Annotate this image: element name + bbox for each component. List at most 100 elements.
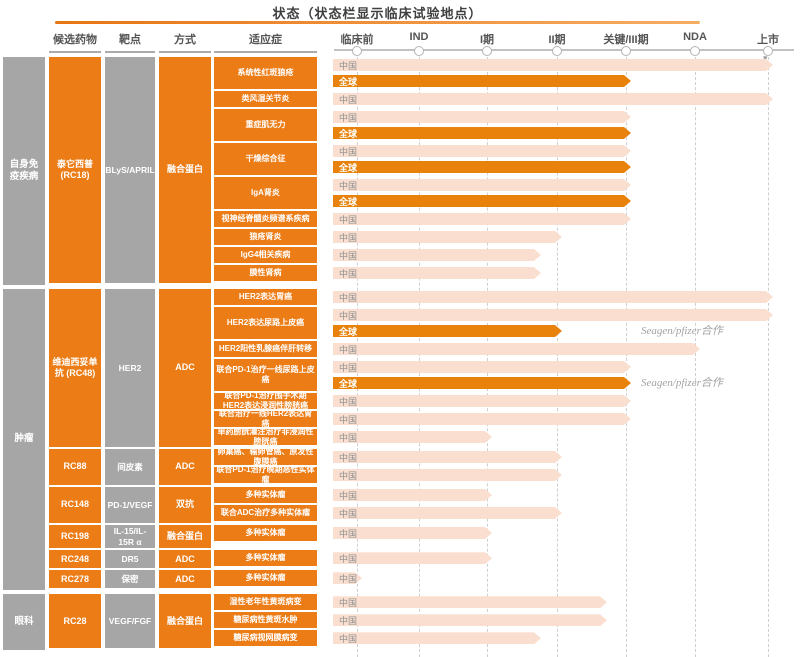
- bar-region-label: 中国: [339, 615, 358, 626]
- bar-track: 中国: [333, 213, 807, 225]
- phase-bar-global: 全球: [333, 325, 562, 337]
- bars-area: 中国全球 Seagen/pfizer合作: [333, 359, 807, 391]
- bar-track: 中国: [333, 596, 807, 608]
- drug-block: RC278 保密 ADC 多种实体瘤 中国: [49, 570, 807, 589]
- column-header-modality: 方式: [159, 31, 211, 53]
- indication-cell: 联合ADC治疗多种实体瘤: [214, 505, 317, 521]
- bar-region-label: 中国: [339, 528, 358, 539]
- phase-bar-china: 中国: [333, 361, 631, 373]
- phase-bar-global: 全球: [333, 75, 631, 87]
- bars-area: 中国: [333, 91, 807, 107]
- phase-gridline: [626, 57, 627, 657]
- indication-row: HER2表达尿路上皮癌 中国 全球 Seagen/pfizer合作: [214, 307, 807, 339]
- bar-region-label: 全球: [339, 378, 358, 389]
- bars-area: 中国: [333, 429, 807, 445]
- phase-milestone-circle: [414, 46, 424, 56]
- bars-area: 中国: [333, 229, 807, 245]
- bar-track: 中国: [333, 309, 807, 321]
- target-cell: IL-15/IL-15R α: [105, 525, 155, 549]
- bar-region-label: 中国: [339, 146, 358, 157]
- bar-region-label: 中国: [339, 94, 358, 105]
- phase-milestone-circle: [763, 46, 773, 56]
- indication-cell: 联合PD-1治疗一线尿路上皮癌: [214, 359, 317, 391]
- bars-area: 中国: [333, 505, 807, 521]
- bar-track: 中国: [333, 145, 807, 157]
- phase-bar-china: 中国: [333, 572, 362, 584]
- bar-region-label: 中国: [339, 60, 358, 71]
- bars-area: 中国: [333, 449, 807, 465]
- phase-label-4: II期: [548, 34, 566, 46]
- indication-row: 系统性红斑狼疮 中国全球: [214, 57, 807, 89]
- bar-region-label: 中国: [339, 232, 358, 243]
- title-underline: [55, 21, 700, 24]
- bar-region-label: 中国: [339, 633, 358, 644]
- phase-bar-china: 中国: [333, 451, 562, 463]
- indication-cell: 膜性肾病: [214, 265, 317, 281]
- indication-row: 糖尿病视网膜病变 中国: [214, 630, 807, 647]
- indication-cell: 干燥综合征: [214, 143, 317, 175]
- indication-row: 干燥综合征 中国 全球: [214, 143, 807, 175]
- phase-bar-china: 中国: [333, 632, 541, 644]
- modality-cell: ADC: [159, 449, 211, 485]
- bar-region-label: 中国: [339, 292, 358, 303]
- bar-track: 中国: [333, 527, 807, 539]
- indication-cell: 湿性老年性黄斑病变: [214, 594, 317, 611]
- indication-cell: 单药膀胱灌注治疗非浸润性膀胱癌: [214, 427, 317, 446]
- bar-track: 中国: [333, 572, 807, 584]
- indication-row: 糖尿病性黄斑水肿 中国: [214, 612, 807, 629]
- bar-track: 中国: [333, 431, 807, 443]
- indication-row: 视神经脊髓炎频谱系疾病 中国: [214, 211, 807, 227]
- bar-track: 中国: [333, 552, 807, 564]
- phase-label-2: IND: [409, 31, 429, 43]
- drug-name-cell: RC148: [49, 487, 101, 523]
- drug-name-cell: RC28: [49, 594, 101, 649]
- indication-row: 多种实体瘤 中国: [214, 550, 807, 567]
- drug-name-cell: RC88: [49, 449, 101, 485]
- indication-cell: 系统性红斑狼疮: [214, 57, 317, 89]
- modality-cell: ADC: [159, 550, 211, 569]
- bar-region-label: 中国: [339, 414, 358, 425]
- bars-area: 中国: [333, 341, 807, 357]
- bars-area: 中国 全球: [333, 143, 807, 175]
- bar-track: 中国: [333, 489, 807, 501]
- phase-bar-china: 中国: [333, 469, 562, 481]
- phase-milestone-circle: [552, 46, 562, 56]
- column-header-indication: 适应症: [214, 31, 317, 53]
- target-cell: VEGF/FGF: [105, 594, 155, 649]
- phase-gridline: [557, 57, 558, 657]
- bar-region-label: 全球: [339, 76, 358, 87]
- target-cell: BLyS/APRIL: [105, 57, 155, 283]
- bar-track: 全球 Seagen/pfizer合作: [333, 377, 807, 389]
- phase-gridline: [487, 57, 488, 657]
- target-cell: 保密: [105, 570, 155, 589]
- indication-row: IgA肾炎 中国 全球: [214, 177, 807, 209]
- phase-bar-china: 中国: [333, 93, 773, 105]
- category-cell: 自身免疫疾病: [3, 57, 45, 285]
- drug-name-cell: RC278: [49, 570, 101, 589]
- indication-row: 狼疮肾炎 中国: [214, 229, 807, 245]
- drug-block: RC248 DR5 ADC 多种实体瘤 中国: [49, 550, 807, 569]
- bar-region-label: 中国: [339, 362, 358, 373]
- indication-row: HER2表达胃癌 中国: [214, 289, 807, 305]
- bar-region-label: 中国: [339, 180, 358, 191]
- bar-track: 中国: [333, 343, 807, 355]
- bars-area: 中国: [333, 594, 807, 610]
- phase-label-5: 关键/III期: [603, 34, 649, 46]
- bar-track: 全球 Seagen/pfizer合作: [333, 325, 807, 337]
- indication-row: 单药膀胱灌注治疗非浸润性膀胱癌 中国: [214, 427, 807, 446]
- drug-block: RC148 PD-1/VEGF 双抗 多种实体瘤 中国 联合ADC治疗多种实体瘤 中国: [49, 487, 807, 523]
- indication-row: 类风湿关节炎 中国: [214, 91, 807, 107]
- phase-bar-china: 中国: [333, 267, 541, 279]
- indication-row: HER2阳性乳腺癌伴肝转移 中国: [214, 341, 807, 357]
- bar-region-label: 中国: [339, 553, 358, 564]
- phase-bar-china: 中国: [333, 614, 607, 626]
- bars-area: 中国: [333, 550, 807, 566]
- indication-row: 联合治疗一线HER2表达胃癌 中国: [214, 409, 807, 428]
- bars-area: 中国: [333, 411, 807, 427]
- indication-cell: 糖尿病视网膜病变: [214, 630, 317, 647]
- bar-region-label: 中国: [339, 112, 358, 123]
- bar-region-label: 中国: [339, 396, 358, 407]
- partner-annotation: Seagen/pfizer合作: [641, 377, 723, 389]
- indication-cell: 联合PD-1治疗晚期恶性实体瘤: [214, 465, 317, 484]
- phase-label-1: 临床前: [340, 34, 374, 46]
